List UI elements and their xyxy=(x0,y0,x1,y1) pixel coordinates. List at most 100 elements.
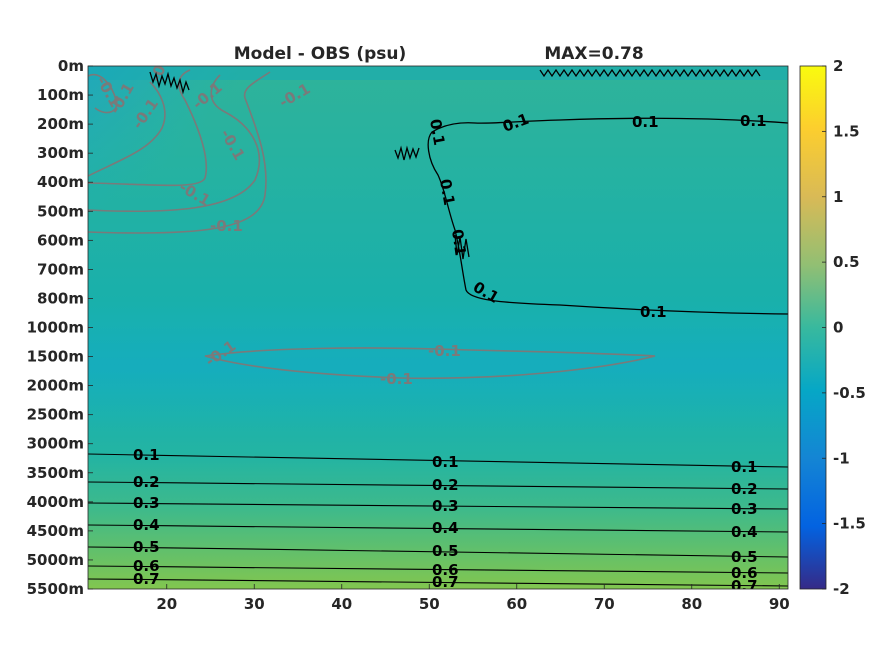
contour-0.5 xyxy=(88,546,788,558)
y-tick-label: 1000m xyxy=(27,319,84,337)
pos-label: 0.1 xyxy=(426,118,448,147)
y-axis: 0m 100m 200m 300m 400m 500m 600m 700m 800m 1000m 1… xyxy=(27,57,93,598)
y-tick-label: 2000m xyxy=(27,377,84,395)
contour-neg-2 xyxy=(88,81,166,177)
y-tick-label: 5000m xyxy=(27,551,84,569)
colorbar-gradient xyxy=(800,66,826,589)
positive-contour-labels-deep: 0.1 0.1 0.10.2 0.2 0.20.3 0.3 0.30.4 0.4 0.40.5 0… xyxy=(133,446,758,595)
y-tick-label: 200m xyxy=(37,115,84,133)
y-tick-label: 500m xyxy=(37,202,84,220)
contour-0.1-box xyxy=(427,117,788,315)
deep-contour-label: 0.5 xyxy=(432,542,459,560)
pos-label: 0.1 xyxy=(448,228,470,257)
x-tick-label: 90 xyxy=(769,595,790,613)
contour-0.7 xyxy=(88,578,788,587)
pos-label: 0.1 xyxy=(632,113,659,131)
surface-noise-right xyxy=(539,68,761,78)
surface-noise xyxy=(149,71,190,95)
deep-contour-label: 0.6 xyxy=(432,561,459,579)
neg-label: -0.1 xyxy=(428,342,461,360)
deep-contour-label: 0.1 xyxy=(432,453,459,471)
colorbar: 2 1.5 1 0.5 0 -0.5 -1 -1.5 -2 xyxy=(799,57,866,598)
deep-contour-label: 0.3 xyxy=(731,500,758,518)
contour-neg-6 xyxy=(204,347,656,380)
deep-contour-label: 0.2 xyxy=(731,480,758,498)
contour-neg-5 xyxy=(88,71,271,234)
pos-label: 0.1 xyxy=(640,303,667,321)
x-tick-label: 70 xyxy=(594,595,615,613)
deep-contour-label: 0.3 xyxy=(133,494,160,512)
contour-0.1 xyxy=(88,453,788,468)
y-tick-label: 400m xyxy=(37,173,84,191)
deep-contour-label: 0.1 xyxy=(731,458,758,476)
deep-contour-label: 0.5 xyxy=(731,548,758,566)
contour-neg-4 xyxy=(88,74,261,213)
contour-neg-3 xyxy=(88,69,208,187)
mid-depth-band xyxy=(88,300,788,430)
deep-contour-label: 0.6 xyxy=(731,564,758,582)
deep-contour-label: 0.2 xyxy=(133,473,160,491)
deep-contour-label: 0.2 xyxy=(432,476,459,494)
colorbar-tick-label: 0 xyxy=(833,319,843,337)
colorbar-tick-label: -0.5 xyxy=(833,384,866,402)
deep-contour-label: 0.5 xyxy=(133,538,160,556)
deep-contour-label: 0.3 xyxy=(432,497,459,515)
y-tick-label: 4500m xyxy=(27,522,84,540)
y-tick-label: 600m xyxy=(37,231,84,249)
x-tick-label: 80 xyxy=(681,595,702,613)
positive-contour-labels-upper: 0.1 0.1 0.1 0.1 0.1 0.1 0.1 0.1 xyxy=(426,110,767,321)
max-annotation: MAX=0.78 xyxy=(544,44,643,64)
deep-contour-label: 0.4 xyxy=(731,523,758,541)
y-tick-label: 800m xyxy=(37,289,84,307)
y-tick-label: 1500m xyxy=(27,348,84,366)
y-tick-label: 4000m xyxy=(27,493,84,511)
deep-contour-label: 0.4 xyxy=(133,516,160,534)
contour-noise-2 xyxy=(454,234,470,260)
x-axis: 20 30 40 50 60 70 80 90 xyxy=(156,584,790,613)
contour-0.2 xyxy=(88,481,788,490)
deep-contour-label: 0.6 xyxy=(133,557,160,575)
x-tick-label: 50 xyxy=(419,595,440,613)
positive-contours-deep xyxy=(88,453,788,587)
x-tick-label: 20 xyxy=(156,595,177,613)
neg-label: -0.1 xyxy=(210,217,243,235)
colorbar-tick-label: -1 xyxy=(833,449,850,467)
surface-layer xyxy=(88,66,788,80)
y-tick-label: 300m xyxy=(37,144,84,162)
x-tick-label: 40 xyxy=(331,595,352,613)
colorbar-tick-label: -1.5 xyxy=(833,515,866,533)
y-tick-label: 3000m xyxy=(27,435,84,453)
contour-0.3 xyxy=(88,502,788,510)
x-tick-label: 30 xyxy=(244,595,265,613)
deep-contour-label: 0.7 xyxy=(432,573,459,591)
deep-contour-label: 0.1 xyxy=(133,446,160,464)
contour-0.6 xyxy=(88,565,788,574)
negative-contours xyxy=(88,69,656,380)
deep-contour-label: 0.7 xyxy=(731,577,758,595)
pos-label: 0.1 xyxy=(740,112,767,130)
colorbar-tick-label: 0.5 xyxy=(833,253,860,271)
colorbar-tick-label: -2 xyxy=(833,580,850,598)
pos-label: 0.1 xyxy=(436,178,458,207)
deep-contour-label: 0.4 xyxy=(432,519,459,537)
y-tick-label: 100m xyxy=(37,86,84,104)
y-tick-label: 5500m xyxy=(27,580,84,598)
heatmap-area: -0.1 -0.1 -0.1 -0.1 -0.1 -0.1 -0.1 -0.1 … xyxy=(88,66,788,595)
colorbar-ticks: 2 1.5 1 0.5 0 -0.5 -1 -1.5 -2 xyxy=(822,57,866,598)
y-tick-label: 700m xyxy=(37,260,84,278)
y-tick-label: 3500m xyxy=(27,464,84,482)
chart-title: Model - OBS (psu) xyxy=(234,44,407,64)
deep-contour-label: 0.7 xyxy=(133,570,160,588)
y-tick-label: 0m xyxy=(58,57,84,75)
contour-noise-1 xyxy=(394,145,420,161)
contour-neg-1 xyxy=(88,73,118,114)
colorbar-tick-label: 1 xyxy=(833,188,843,206)
colorbar-tick-label: 1.5 xyxy=(833,122,860,140)
positive-contour-upper xyxy=(149,68,788,315)
y-tick-label: 2500m xyxy=(27,406,84,424)
contour-0.4 xyxy=(88,524,788,533)
x-tick-label: 60 xyxy=(506,595,527,613)
neg-label: -0.1 xyxy=(380,370,413,388)
colorbar-tick-label: 2 xyxy=(833,57,843,75)
